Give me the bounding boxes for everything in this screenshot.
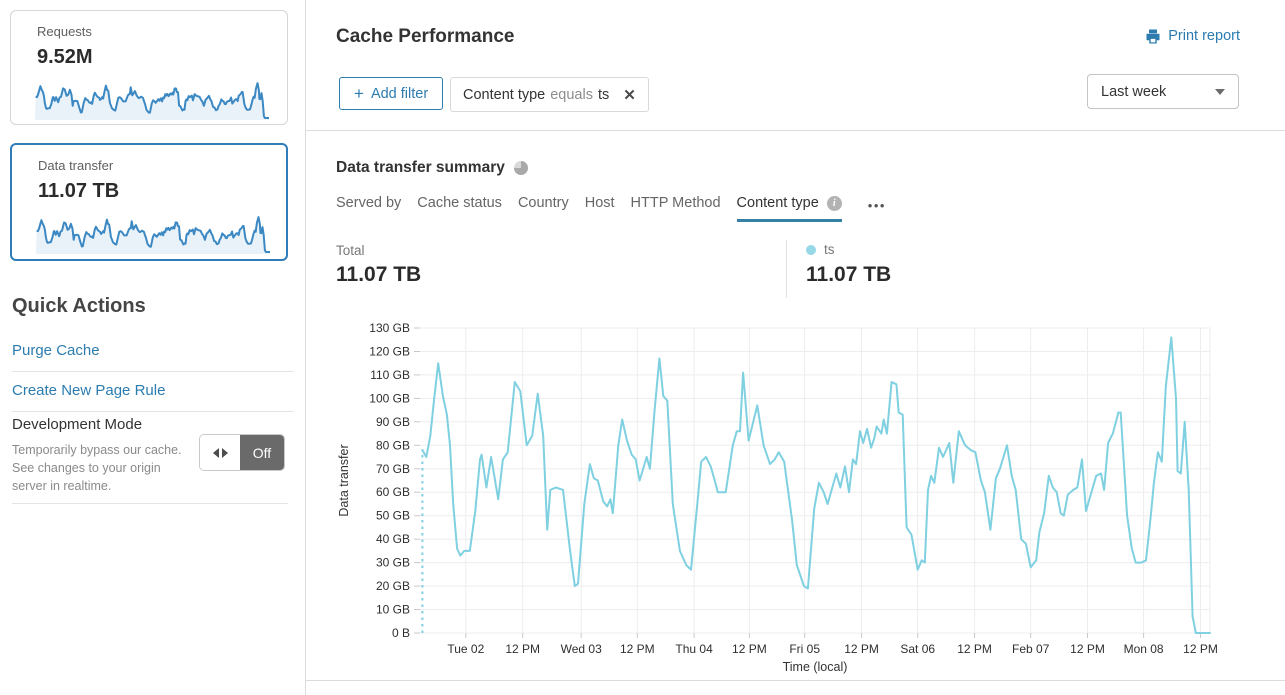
- svg-text:Fri 05: Fri 05: [789, 642, 820, 656]
- tab-content-type[interactable]: Content type i: [736, 195, 842, 222]
- plus-icon: +: [354, 84, 364, 103]
- main-content: Cache Performance Print report + Add fil…: [306, 0, 1285, 695]
- tab-label: Served by: [336, 195, 402, 211]
- metric-card-value: 9.52M: [37, 46, 93, 68]
- svg-text:30 GB: 30 GB: [376, 556, 410, 570]
- svg-text:Time (local): Time (local): [783, 660, 848, 674]
- filter-chip[interactable]: Content type equals ts ✕: [450, 77, 649, 112]
- svg-text:12 PM: 12 PM: [505, 642, 540, 656]
- more-tabs-icon[interactable]: •••: [867, 198, 886, 213]
- summary-tabs: Served by Cache status Country Host HTTP Met…: [336, 195, 886, 222]
- metric-card-label: Requests: [37, 24, 92, 39]
- time-range-select[interactable]: Last week: [1087, 74, 1239, 109]
- svg-text:40 GB: 40 GB: [376, 532, 410, 546]
- tab-label: HTTP Method: [630, 195, 721, 211]
- requests-sparkline: [35, 82, 269, 120]
- svg-text:Data transfer: Data transfer: [337, 444, 351, 516]
- quick-action-create-new-page-rule[interactable]: Create New Page Rule: [12, 372, 294, 412]
- add-filter-label: Add filter: [370, 85, 429, 102]
- svg-text:70 GB: 70 GB: [376, 462, 410, 476]
- svg-text:12 PM: 12 PM: [1183, 642, 1218, 656]
- svg-text:Feb 07: Feb 07: [1012, 642, 1050, 656]
- metric-card-requests[interactable]: Requests 9.52M: [10, 10, 288, 125]
- dev-mode-toggle-state: Off: [240, 435, 284, 470]
- printer-icon: [1146, 29, 1160, 43]
- caret-down-icon: [1215, 88, 1225, 95]
- divider: [306, 130, 1285, 131]
- filter-operator: equals: [550, 86, 593, 103]
- svg-text:12 PM: 12 PM: [732, 642, 767, 656]
- svg-text:110 GB: 110 GB: [370, 368, 410, 382]
- legend-name: ts: [824, 242, 835, 257]
- print-report-label: Print report: [1168, 28, 1240, 44]
- legend-dot: [806, 244, 816, 255]
- data-transfer-chart: 130 GB 120 GB 110 GB 100 GB 90 GB 80 GB 70 GB 6…: [337, 321, 1218, 674]
- tab-served-by[interactable]: Served by: [336, 195, 401, 222]
- metric-card-label: Data transfer: [38, 158, 114, 173]
- svg-text:12 PM: 12 PM: [620, 642, 655, 656]
- summary-heading-label: Data transfer summary: [336, 159, 505, 176]
- info-icon[interactable]: i: [826, 195, 842, 211]
- svg-text:Sat 06: Sat 06: [900, 642, 935, 656]
- quick-actions-list: Purge Cache Create New Page Rule: [0, 332, 306, 412]
- svg-text:12 PM: 12 PM: [1070, 642, 1105, 656]
- tab-host[interactable]: Host: [585, 195, 615, 222]
- development-mode-description: Temporarily bypass our cache. See change…: [12, 443, 182, 494]
- tab-country[interactable]: Country: [518, 195, 569, 222]
- tab-cache-status[interactable]: Cache status: [417, 195, 502, 222]
- summary-heading: Data transfer summary: [336, 159, 528, 177]
- svg-text:80 GB: 80 GB: [376, 438, 410, 452]
- tab-label: Cache status: [417, 195, 502, 211]
- svg-text:Tue 02: Tue 02: [447, 642, 484, 656]
- filter-value: ts: [597, 86, 610, 103]
- svg-text:0 B: 0 B: [392, 626, 410, 640]
- divider: [306, 680, 1285, 681]
- total-value: 11.07 TB: [336, 263, 422, 286]
- filter-field: Content type: [463, 86, 546, 103]
- left-right-arrows-icon: [200, 435, 240, 470]
- svg-text:Thu 04: Thu 04: [675, 642, 713, 656]
- print-report-link[interactable]: Print report: [1145, 28, 1240, 44]
- svg-text:130 GB: 130 GB: [369, 321, 410, 335]
- svg-text:60 GB: 60 GB: [376, 485, 410, 499]
- divider: [12, 503, 288, 504]
- quick-action-purge-cache[interactable]: Purge Cache: [12, 332, 294, 372]
- pie-chart-icon: [513, 161, 528, 175]
- tab-label: Host: [584, 195, 615, 211]
- tab-http-method[interactable]: HTTP Method: [631, 195, 721, 222]
- svg-text:20 GB: 20 GB: [376, 579, 410, 593]
- svg-text:Mon 08: Mon 08: [1124, 642, 1164, 656]
- tab-label: Content type: [736, 195, 819, 211]
- svg-text:12 PM: 12 PM: [844, 642, 879, 656]
- remove-filter-icon[interactable]: ✕: [623, 86, 636, 104]
- svg-text:50 GB: 50 GB: [376, 509, 410, 523]
- legend-item-ts[interactable]: ts: [806, 242, 835, 257]
- svg-text:100 GB: 100 GB: [369, 391, 410, 405]
- add-filter-button[interactable]: + Add filter: [339, 77, 444, 110]
- svg-text:90 GB: 90 GB: [376, 415, 410, 429]
- legend-value: 11.07 TB: [806, 263, 892, 286]
- divider: [786, 240, 787, 298]
- metric-card-value: 11.07 TB: [38, 180, 120, 202]
- metric-card-data-transfer[interactable]: Data transfer 11.07 TB: [10, 143, 288, 261]
- time-range-value: Last week: [1101, 83, 1167, 100]
- development-mode-label: Development Mode: [12, 416, 143, 433]
- tab-label: Country: [517, 195, 569, 211]
- svg-text:Wed 03: Wed 03: [561, 642, 602, 656]
- svg-text:10 GB: 10 GB: [376, 603, 410, 617]
- data-transfer-sparkline: [36, 216, 270, 254]
- sidebar: Requests 9.52M Data transfer 11.07 TB Qu…: [0, 0, 306, 695]
- total-label: Total: [336, 243, 365, 258]
- dev-mode-toggle[interactable]: Off: [199, 434, 285, 471]
- svg-text:120 GB: 120 GB: [369, 345, 410, 359]
- svg-text:12 PM: 12 PM: [957, 642, 992, 656]
- page-title: Cache Performance: [336, 26, 515, 47]
- quick-actions-heading: Quick Actions: [12, 295, 146, 317]
